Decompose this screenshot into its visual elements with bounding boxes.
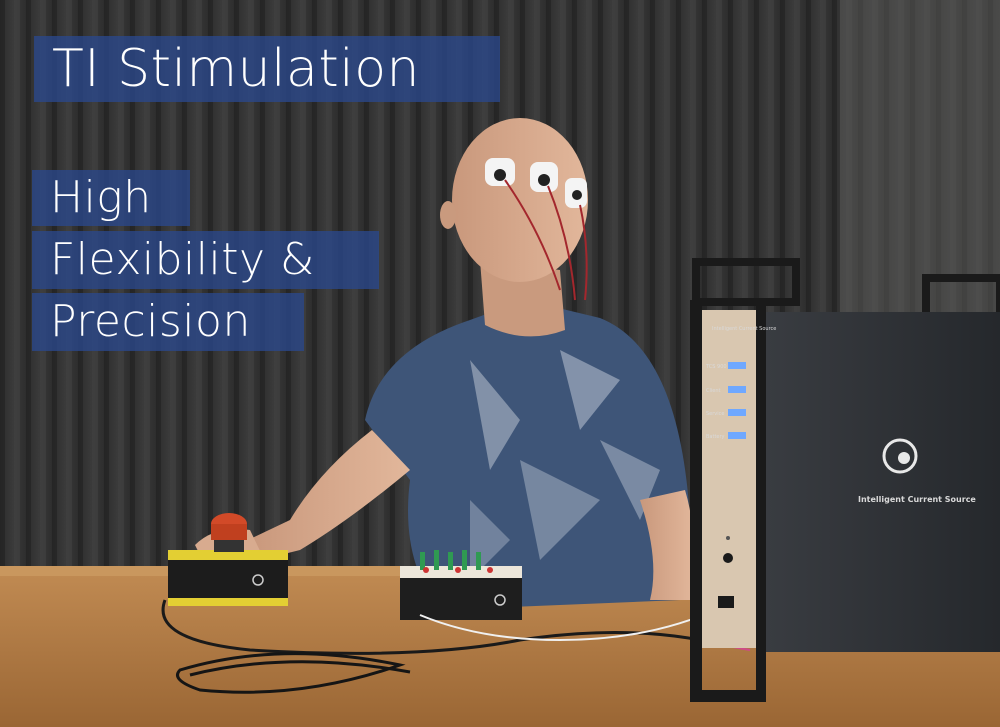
device-body xyxy=(756,312,1000,652)
device-status-label-2: Client xyxy=(706,388,721,394)
current-source-device xyxy=(690,258,1000,702)
emergency-stop-box xyxy=(168,513,288,606)
device-panel-brand: Intelligent Current Source xyxy=(712,326,776,332)
cable xyxy=(176,652,406,694)
status-leds xyxy=(728,362,746,439)
neck xyxy=(480,260,565,337)
device-logo-icon xyxy=(882,438,918,474)
person xyxy=(195,118,694,610)
device-status-label-3: Service xyxy=(706,411,724,417)
left-arm xyxy=(248,430,410,560)
device-button xyxy=(723,553,733,563)
device-front-brand: Intelligent Current Source xyxy=(858,495,976,504)
cable xyxy=(161,599,701,655)
device-status-label-4: Battery xyxy=(706,434,725,440)
right-arm xyxy=(640,490,694,600)
electrode-cable xyxy=(504,179,561,291)
head xyxy=(452,118,588,282)
device-status-label-1: TCS 900 xyxy=(705,364,727,370)
connector-box xyxy=(400,550,522,620)
